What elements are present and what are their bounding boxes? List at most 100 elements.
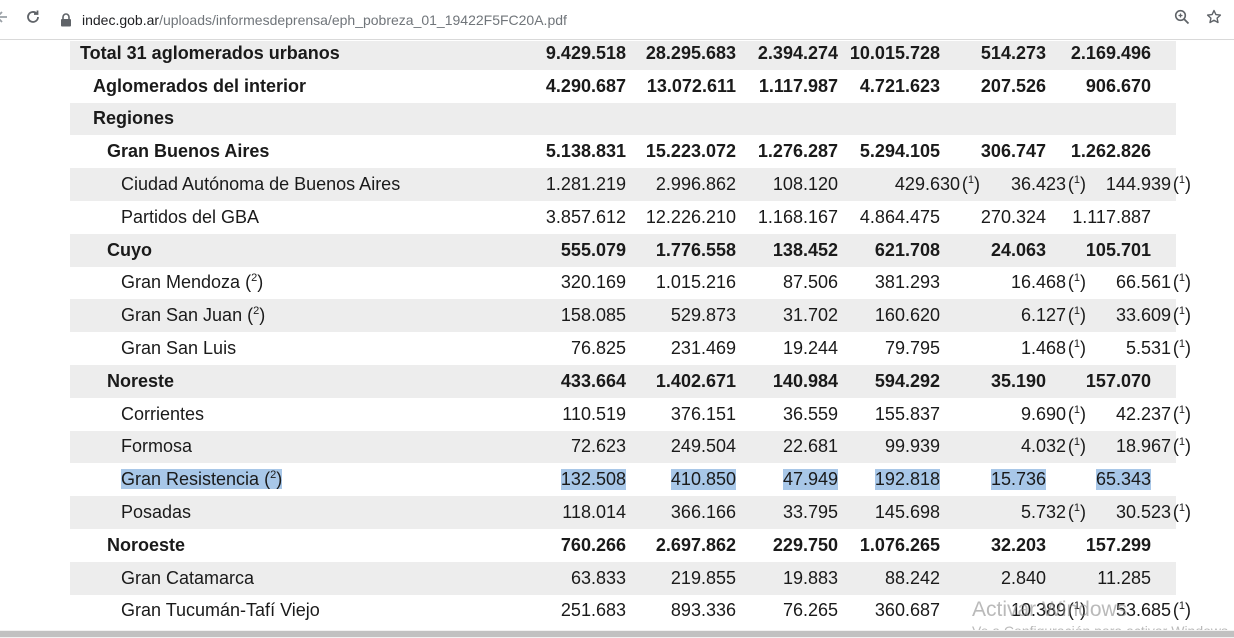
row-label: Corrientes: [121, 404, 204, 425]
lock-icon[interactable]: [56, 12, 76, 27]
table-cell: 249.504: [670, 436, 736, 457]
table-cell: 28.295.683: [645, 42, 736, 63]
table-cell: 1.117.987: [758, 75, 838, 96]
row-label: Gran Mendoza (2): [121, 272, 263, 293]
table-row: Noreste 433.664 1.402.671 140.984 594.292 35.…: [70, 364, 1176, 398]
table-cell: 24.063: [990, 239, 1046, 260]
table-cell: 87.506: [782, 272, 838, 293]
table-cell: 9.690: [1020, 403, 1066, 424]
table-row: Gran Buenos Aires 5.138.831 15.223.072 1.27…: [70, 135, 1176, 168]
table-cell: 366.166: [670, 502, 736, 523]
row-label: Cuyo: [107, 240, 152, 261]
table-row: Corrientes 110.519 376.151 36.559 155.837 9.6…: [70, 398, 1191, 431]
row-label: Gran Tucumán-Tafí Viejo: [121, 600, 320, 621]
table-cell: 19.883: [782, 567, 838, 588]
row-label-text: Posadas: [121, 502, 192, 523]
reload-button[interactable]: [18, 5, 48, 35]
footnote-marker: (2): [242, 305, 266, 326]
footnote-marker: (1): [1172, 174, 1191, 195]
table-cell: 2.996.862: [655, 174, 736, 195]
row-label-text: Ciudad Autónoma de Buenos Aires: [121, 174, 401, 195]
table-cell: 1.168.167: [757, 206, 838, 227]
table-cell: 88.242: [884, 567, 940, 588]
table-cell: 5.138.831: [545, 141, 626, 162]
row-label-text: Gran Resistencia: [121, 469, 260, 490]
row-label-text: Gran Mendoza: [121, 272, 241, 293]
back-button[interactable]: [0, 5, 16, 35]
table-cell: 144.939: [1105, 174, 1171, 195]
pdf-viewport[interactable]: Total 31 aglomerados urbanos 9.429.518 28.…: [0, 41, 1234, 630]
footnote-marker: (1): [1172, 436, 1191, 457]
table-cell: 79.795: [884, 338, 940, 359]
table-cell: 229.750: [772, 534, 838, 555]
table-cell: 270.324: [980, 206, 1046, 227]
table-cell: 18.967: [1115, 436, 1171, 457]
bookmark-button[interactable]: [1200, 6, 1228, 34]
table-cell: 376.151: [670, 403, 736, 424]
scrollbar-thumb[interactable]: [0, 631, 1234, 637]
table-cell: 2.840: [1000, 567, 1046, 588]
footnote-marker: (1): [1172, 305, 1191, 326]
table-row: Gran Catamarca 63.833 219.855 19.883 88.242 2…: [70, 561, 1176, 595]
table-cell: 410.850: [670, 469, 736, 491]
table-cell: 140.984: [772, 370, 838, 391]
footnote-marker: (1): [1067, 272, 1086, 293]
table-cell: 72.623: [570, 436, 626, 457]
row-label: Gran San Luis: [121, 338, 236, 359]
table-row: Formosa 72.623 249.504 22.681 99.939 4.032 (1)…: [70, 430, 1191, 464]
footnote-marker: (1): [1067, 502, 1086, 523]
row-label-text: Gran San Juan: [121, 305, 243, 326]
table-cell: 381.293: [874, 272, 940, 293]
table-row: Gran San Luis 76.825 231.469 19.244 79.795 1.…: [70, 332, 1191, 365]
table-cell: 1.468: [1020, 338, 1066, 359]
url-host: indec.gob.ar: [82, 11, 160, 28]
table-cell: 138.452: [772, 239, 838, 260]
watermark-title: Activar Windows: [972, 598, 1128, 621]
row-label-text: Gran San Luis: [121, 338, 237, 359]
table-cell: 6.127: [1020, 305, 1066, 326]
table-cell: 118.014: [562, 502, 626, 523]
footnote-marker: (1): [1172, 600, 1191, 621]
zoom-button[interactable]: [1168, 6, 1196, 34]
row-label: Regiones: [93, 108, 174, 129]
table-cell: 251.683: [560, 600, 626, 621]
table-cell: 132.508: [560, 469, 626, 491]
row-label-text: Cuyo: [107, 239, 152, 260]
horizontal-scrollbar[interactable]: [0, 630, 1234, 638]
url-path: /uploads/informesdeprensa/eph_pobreza_01…: [159, 11, 567, 28]
table-cell: 157.070: [1085, 370, 1151, 391]
row-label-text: Noroeste: [107, 534, 186, 555]
table-cell: 306.747: [980, 141, 1046, 162]
row-label: Partidos del GBA: [121, 207, 259, 228]
footnote-marker: (2): [259, 469, 283, 490]
table-cell: 4.721.623: [859, 75, 940, 96]
table-cell: 3.857.612: [545, 206, 626, 227]
footnote-marker: (1): [1067, 600, 1086, 621]
row-label-text: Partidos del GBA: [121, 206, 260, 227]
table-cell: 99.939: [884, 436, 940, 457]
table-cell: 219.855: [670, 567, 736, 588]
table-cell: 42.237: [1115, 403, 1171, 424]
table-cell: 231.469: [670, 338, 736, 359]
table-cell: 192.818: [874, 469, 940, 491]
table-cell: 160.620: [874, 305, 940, 326]
footnote-marker: (1): [961, 174, 980, 195]
table-cell: 360.687: [874, 600, 940, 621]
table-cell: 1.402.671: [655, 370, 736, 391]
table-row: Gran San Juan (2) 158.085 529.873 31.702 160…: [70, 299, 1191, 333]
table-cell: 207.526: [980, 75, 1046, 96]
table-cell: 36.423: [1010, 174, 1066, 195]
table-cell: 5.294.105: [859, 141, 940, 162]
row-label: Aglomerados del interior: [93, 76, 306, 97]
table-cell: 15.223.072: [645, 141, 736, 162]
table-cell: 4.864.475: [859, 206, 940, 227]
arrow-left-icon: [0, 9, 10, 30]
table-cell: 19.244: [782, 338, 838, 359]
row-label-text: Formosa: [121, 436, 193, 457]
table-cell: 2.697.862: [655, 534, 736, 555]
address-bar[interactable]: indec.gob.ar/uploads/informesdeprensa/ep…: [56, 5, 1168, 35]
table-cell: 621.708: [874, 239, 940, 260]
table-cell: 22.681: [782, 436, 838, 457]
table-cell: 4.032: [1020, 436, 1066, 457]
table-row: Gran Tucumán-Tafí Viejo 251.683 893.336 76.…: [70, 595, 1191, 628]
